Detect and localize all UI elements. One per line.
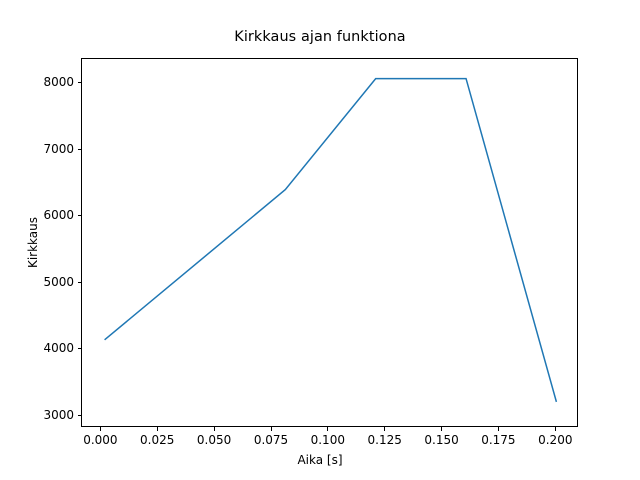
y-tick-label: 8000 [43, 75, 74, 89]
y-tick-mark [77, 148, 81, 150]
data-line-svg [104, 77, 558, 403]
x-tick-label: 0.200 [538, 433, 573, 447]
x-tick-mark [497, 427, 499, 431]
y-tick-mark [77, 348, 81, 350]
x-tick-mark [384, 427, 386, 431]
x-tick-label: 0.175 [481, 433, 516, 447]
y-tick-label: 4000 [43, 341, 74, 356]
x-tick-mark [213, 427, 215, 431]
y-tick-mark [77, 82, 81, 83]
x-tick-label: 0.000 [83, 433, 118, 447]
y-tick-label: 3000 [43, 408, 74, 422]
plot-area [81, 58, 578, 427]
y-tick-mark [77, 415, 81, 416]
x-tick-mark [554, 427, 556, 431]
data-line-kirkkaus [104, 77, 558, 403]
y-tick-label: 6000 [43, 208, 74, 223]
y-tick-mark [77, 281, 81, 283]
x-tick-label: 0.025 [140, 433, 175, 447]
x-tick-label: 0.100 [310, 433, 345, 447]
x-tick-label: 0.050 [196, 433, 232, 447]
chart-title: Kirkkaus ajan funktiona [234, 29, 406, 45]
y-tick-mark [77, 215, 81, 217]
x-tick-mark [270, 427, 272, 431]
x-tick-label: 0.125 [367, 433, 402, 447]
x-tick-mark [156, 427, 158, 431]
x-tick-label: 0.075 [253, 433, 289, 447]
x-tick-label: 0.150 [424, 433, 459, 447]
y-tick-label: 5000 [43, 274, 74, 289]
y-axis-label: Kirkkaus [26, 216, 40, 268]
y-tick-label: 7000 [43, 141, 74, 156]
x-tick-mark [441, 427, 443, 431]
x-tick-mark [99, 427, 101, 431]
x-tick-mark [327, 427, 329, 431]
x-axis-label: Aika [s] [297, 453, 343, 467]
